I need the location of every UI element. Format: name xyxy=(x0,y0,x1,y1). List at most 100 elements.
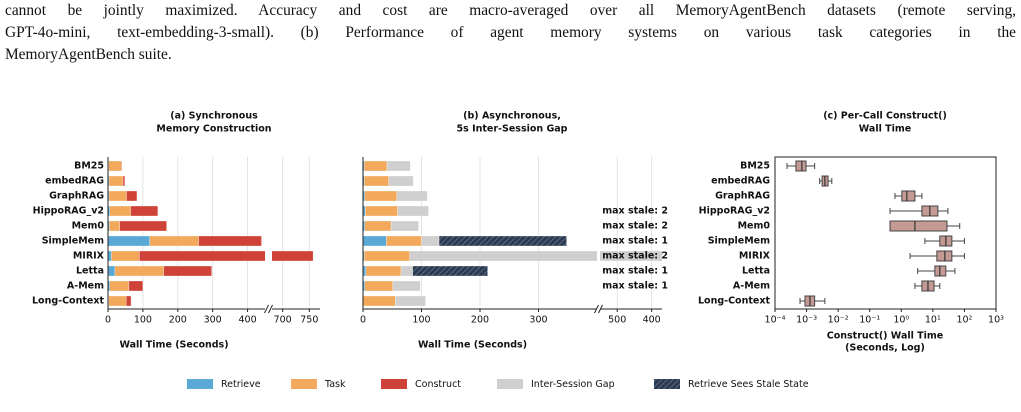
category-label: embedRAG xyxy=(45,176,104,187)
caption: cannot be jointly maximized. Accuracy an… xyxy=(5,0,1016,66)
bars xyxy=(600,250,662,262)
bar-segment xyxy=(364,190,398,202)
bar-segment xyxy=(364,160,388,172)
box xyxy=(901,190,916,202)
category-label: Letta xyxy=(742,266,770,277)
bar-segment xyxy=(108,250,112,262)
category-label: Letta xyxy=(76,266,104,277)
x-tick-label: 10¹ xyxy=(925,315,941,326)
bar-segment xyxy=(109,205,131,217)
x-tick-label: 10⁻³ xyxy=(796,315,817,326)
x-tick-label: 300 xyxy=(529,315,547,326)
category-label: BM25 xyxy=(74,161,104,172)
bar-segment xyxy=(386,235,422,247)
legend-label: Construct xyxy=(415,379,461,390)
bar-segment xyxy=(198,235,262,247)
annotation: max stale: 2 xyxy=(602,206,668,217)
bar-segment xyxy=(392,280,421,292)
bar-segment xyxy=(108,160,122,172)
x-axis-label: Wall Time (Seconds) xyxy=(418,340,527,351)
bars xyxy=(272,250,314,262)
legend-swatch xyxy=(187,379,213,389)
axis-break xyxy=(264,304,269,314)
bars xyxy=(108,160,265,307)
bar-segment xyxy=(363,295,396,307)
legend-label: Retrieve xyxy=(221,379,261,390)
legend-swatch xyxy=(291,379,317,389)
bar-segment xyxy=(390,220,419,232)
x-tick-label: 10⁻² xyxy=(828,315,849,326)
bar-segment xyxy=(122,175,125,187)
x-tick-label: 100 xyxy=(134,315,152,326)
x-tick-label: 0 xyxy=(360,315,366,326)
annotation: max stale: 2 xyxy=(602,251,668,262)
annotation: max stale: 1 xyxy=(602,281,668,292)
chart-title: Memory Construction xyxy=(156,124,271,135)
caption-line: cannot be jointly maximized. Accuracy an… xyxy=(5,2,1016,19)
bar-segment xyxy=(126,190,138,202)
category-label: GraphRAG xyxy=(715,191,770,202)
bars xyxy=(363,160,597,307)
x-axis-label: (Seconds, Log) xyxy=(845,343,925,354)
bar-segment xyxy=(125,295,132,307)
chart-title: Wall Time xyxy=(859,124,911,135)
legend-swatch xyxy=(654,379,680,389)
x-tick-label: 500 xyxy=(608,315,626,326)
bar-segment xyxy=(163,265,212,277)
bar-segment xyxy=(111,250,140,262)
chart-title: 5s Inter-Session Gap xyxy=(457,124,568,135)
category-label: GraphRAG xyxy=(49,191,104,202)
bar-segment xyxy=(119,220,167,232)
bar-segment xyxy=(109,280,130,292)
category-label: HippoRAG_v2 xyxy=(33,206,104,217)
bar-segment xyxy=(400,265,413,277)
bar-segment xyxy=(272,250,314,262)
x-tick-label: 10⁻¹ xyxy=(859,315,880,326)
x-tick-label: 10⁰ xyxy=(893,315,909,326)
bar-segment xyxy=(395,295,426,307)
category-label: Long-Context xyxy=(32,296,104,307)
bar-segment xyxy=(363,235,387,247)
bar-segment xyxy=(365,265,402,277)
legend-label: Retrieve Sees Stale State xyxy=(688,379,809,390)
bar-segment xyxy=(108,235,151,247)
category-label: Mem0 xyxy=(738,221,771,232)
category-label: A-Mem xyxy=(67,281,104,292)
bar-segment xyxy=(365,205,398,217)
annotation: max stale: 2 xyxy=(602,221,668,232)
legend-label: Inter-Session Gap xyxy=(531,379,615,390)
box xyxy=(795,160,807,172)
x-tick-label: 400 xyxy=(238,315,256,326)
bar-segment xyxy=(364,280,393,292)
annotation: max stale: 1 xyxy=(602,236,668,247)
x-tick-label: 700 xyxy=(274,315,292,326)
bar-segment xyxy=(412,265,488,277)
category-label: A-Mem xyxy=(733,281,770,292)
bar-segment xyxy=(128,280,144,292)
bar-segment xyxy=(108,190,127,202)
bar-segment xyxy=(388,175,414,187)
category-label: Long-Context xyxy=(698,296,770,307)
x-tick-label: 750 xyxy=(300,315,318,326)
x-tick-label: 10³ xyxy=(988,315,1004,326)
x-tick-label: 200 xyxy=(169,315,187,326)
bar-segment xyxy=(149,235,199,247)
x-axis-label: Wall Time (Seconds) xyxy=(119,340,228,351)
bar-segment xyxy=(108,265,116,277)
annotation: max stale: 1 xyxy=(602,266,668,277)
bar-segment xyxy=(364,220,392,232)
category-label: SimpleMem xyxy=(708,236,770,247)
x-tick-label: 300 xyxy=(204,315,222,326)
bar-segment xyxy=(409,250,597,262)
bar-segment xyxy=(114,265,164,277)
category-label: HippoRAG_v2 xyxy=(699,206,770,217)
x-tick-label: 10⁻⁴ xyxy=(765,315,786,326)
category-label: MIRIX xyxy=(739,251,771,262)
category-label: embedRAG xyxy=(711,176,770,187)
bar-segment xyxy=(130,205,159,217)
x-tick-label: 200 xyxy=(471,315,489,326)
bar-segment xyxy=(108,175,124,187)
category-label: MIRIX xyxy=(73,251,105,262)
